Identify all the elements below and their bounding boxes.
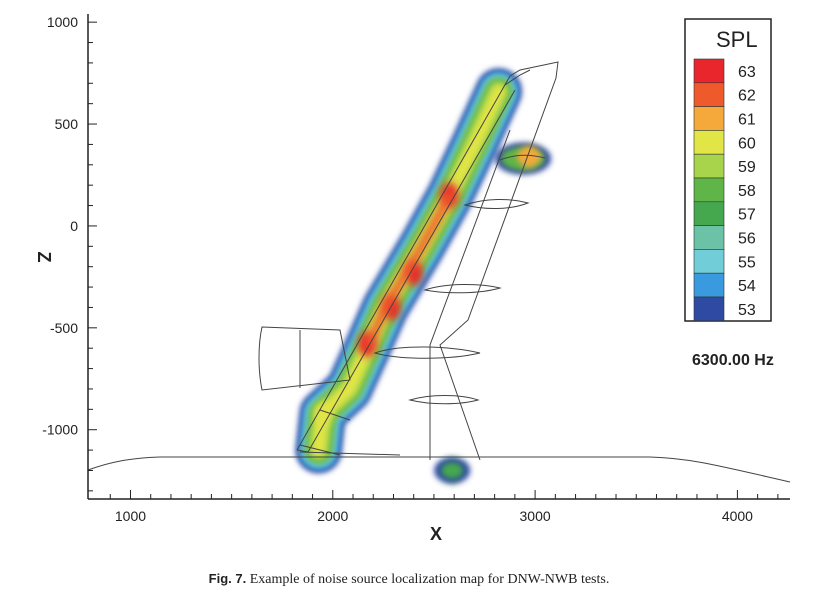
legend-label: 58	[738, 183, 756, 200]
legend-swatch	[693, 82, 725, 107]
figure-caption: Fig. 7. Example of noise source localiza…	[0, 571, 818, 588]
y-tick-label: 1000	[47, 14, 78, 30]
legend-swatch	[693, 130, 725, 155]
outline-path-9	[408, 395, 480, 405]
legend-swatch	[693, 296, 725, 322]
outline-path-10	[423, 283, 502, 294]
x-tick-label: 2000	[317, 508, 348, 524]
legend-label: 62	[738, 88, 756, 105]
legend-label: 56	[738, 231, 756, 248]
y-tick-label: -1000	[42, 422, 78, 438]
legend-swatch	[693, 58, 725, 84]
legend-swatch	[693, 177, 725, 203]
legend-swatch	[693, 225, 725, 250]
x-tick-label: 3000	[520, 508, 551, 524]
heat-blob-inner	[441, 462, 464, 479]
x-tick-label: 1000	[115, 508, 146, 524]
noise-map-chart: 1000 2000 3000 4000 1000 500 0 -500 -1000 X Z SPL …	[34, 14, 791, 544]
legend-label: 54	[738, 278, 756, 295]
caption-label: Fig. 7.	[208, 571, 247, 586]
legend-label: 53	[738, 302, 756, 319]
outline-path-1	[296, 61, 559, 461]
hotspot-4	[315, 402, 332, 425]
frequency-label: 6300.00 Hz	[692, 352, 774, 369]
legend-swatch	[693, 272, 725, 298]
legend-label: 63	[738, 64, 756, 81]
caption-text: Example of noise source localization map…	[246, 572, 610, 587]
axes: 1000 2000 3000 4000 1000 500 0 -500 -1000 X Z	[34, 14, 790, 544]
x-axis-title: X	[430, 524, 442, 544]
outline-path-6	[258, 326, 351, 391]
legend-label: 55	[738, 254, 756, 271]
legend-swatch	[693, 249, 725, 274]
spl-legend: SPL 63 62 61 60 59 58 57 56 55 54 53	[684, 18, 772, 322]
outline-path-12	[499, 154, 546, 161]
legend-swatch	[693, 201, 725, 226]
outline-path-14	[299, 451, 401, 456]
y-axis-title: Z	[34, 252, 54, 263]
legend-title: SPL	[716, 27, 758, 52]
outline-path-0	[87, 456, 791, 483]
y-tick-label: 500	[55, 116, 79, 132]
y-tick-label: -500	[50, 320, 78, 336]
outline-path-5	[319, 409, 351, 421]
legend-swatch	[693, 106, 725, 131]
outline-path-11	[463, 198, 530, 210]
x-tick-label: 4000	[722, 508, 753, 524]
legend-label: 61	[738, 112, 756, 129]
y-tick-label: 0	[70, 218, 78, 234]
legend-swatch	[693, 153, 725, 179]
legend-label: 57	[738, 207, 756, 224]
hotspot-5	[521, 145, 538, 168]
aircraft-model-outline	[87, 61, 791, 483]
legend-label: 60	[738, 135, 756, 152]
outline-path-2	[429, 129, 511, 460]
heat-core-ridge	[365, 191, 455, 349]
outline-path-13	[504, 69, 531, 86]
heatmap-layer	[295, 68, 552, 484]
outline-path-8	[373, 346, 481, 359]
legend-label: 59	[738, 159, 756, 176]
